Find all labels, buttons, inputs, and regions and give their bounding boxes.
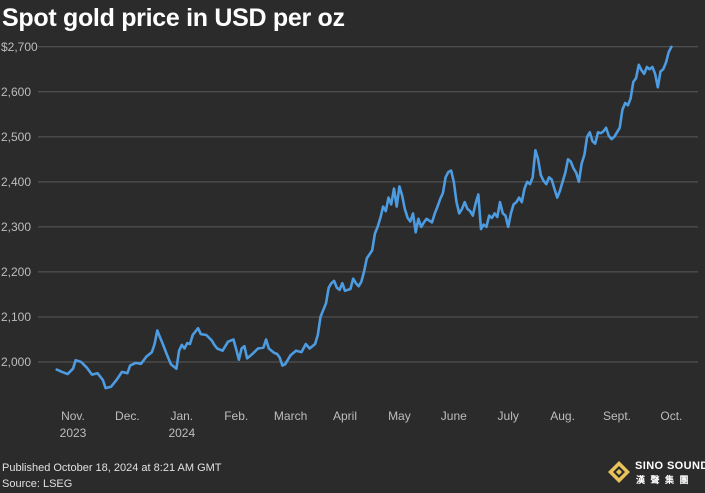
x-tick-label: Sept. (603, 409, 631, 423)
y-tick-label: $2,700 (1, 40, 38, 54)
series-layer (55, 45, 673, 390)
x-axis-tick-labels: Nov. 2023 Dec. Jan. 2024 Feb. March April May Jun… (60, 409, 683, 440)
logo-diamond-icon (608, 461, 630, 483)
y-tick-label: 2,000 (1, 355, 31, 369)
chart-title: Spot gold price in USD per oz (2, 4, 345, 32)
x-tick-label: May (388, 409, 411, 423)
y-tick-label: 2,400 (1, 175, 31, 189)
gold-price-line (55, 45, 673, 390)
y-tick-label: 2,200 (1, 265, 31, 279)
y-tick-label: 2,300 (1, 220, 31, 234)
x-tick-label: Aug. (550, 409, 575, 423)
x-tick-year-label: 2024 (168, 426, 195, 440)
x-tick-label: Jan. (170, 409, 193, 423)
x-tick-year-label: 2023 (60, 426, 87, 440)
logo-name: SINO SOUND (635, 460, 705, 472)
y-tick-label: 2,100 (1, 310, 31, 324)
x-tick-label: April (333, 409, 357, 423)
x-tick-label: June (441, 409, 467, 423)
chart-footer: Published October 18, 2024 at 8:21 AM GM… (2, 460, 222, 492)
y-axis-tick-labels: 2,000 2,100 2,200 2,300 2,400 2,500 2,600 $2,70… (1, 40, 38, 369)
x-tick-label: March (274, 409, 307, 423)
line-chart: 2,000 2,100 2,200 2,300 2,400 2,500 2,600 $2,70… (1, 40, 698, 440)
source-note: Source: LSEG (2, 478, 73, 490)
sino-sound-logo: SINO SOUND 漢 聲 集 團 (607, 455, 705, 489)
gridlines (38, 46, 698, 363)
x-tick-label: Dec. (115, 409, 140, 423)
x-tick-label: Oct. (660, 409, 682, 423)
logo-subtitle: 漢 聲 集 團 (636, 475, 691, 485)
y-tick-label: 2,500 (1, 130, 31, 144)
x-tick-label: Nov. (61, 409, 85, 423)
x-tick-label: July (498, 409, 519, 423)
y-tick-label: 2,600 (1, 85, 31, 99)
x-tick-label: Feb. (224, 409, 248, 423)
published-note: Published October 18, 2024 at 8:21 AM GM… (2, 462, 222, 474)
